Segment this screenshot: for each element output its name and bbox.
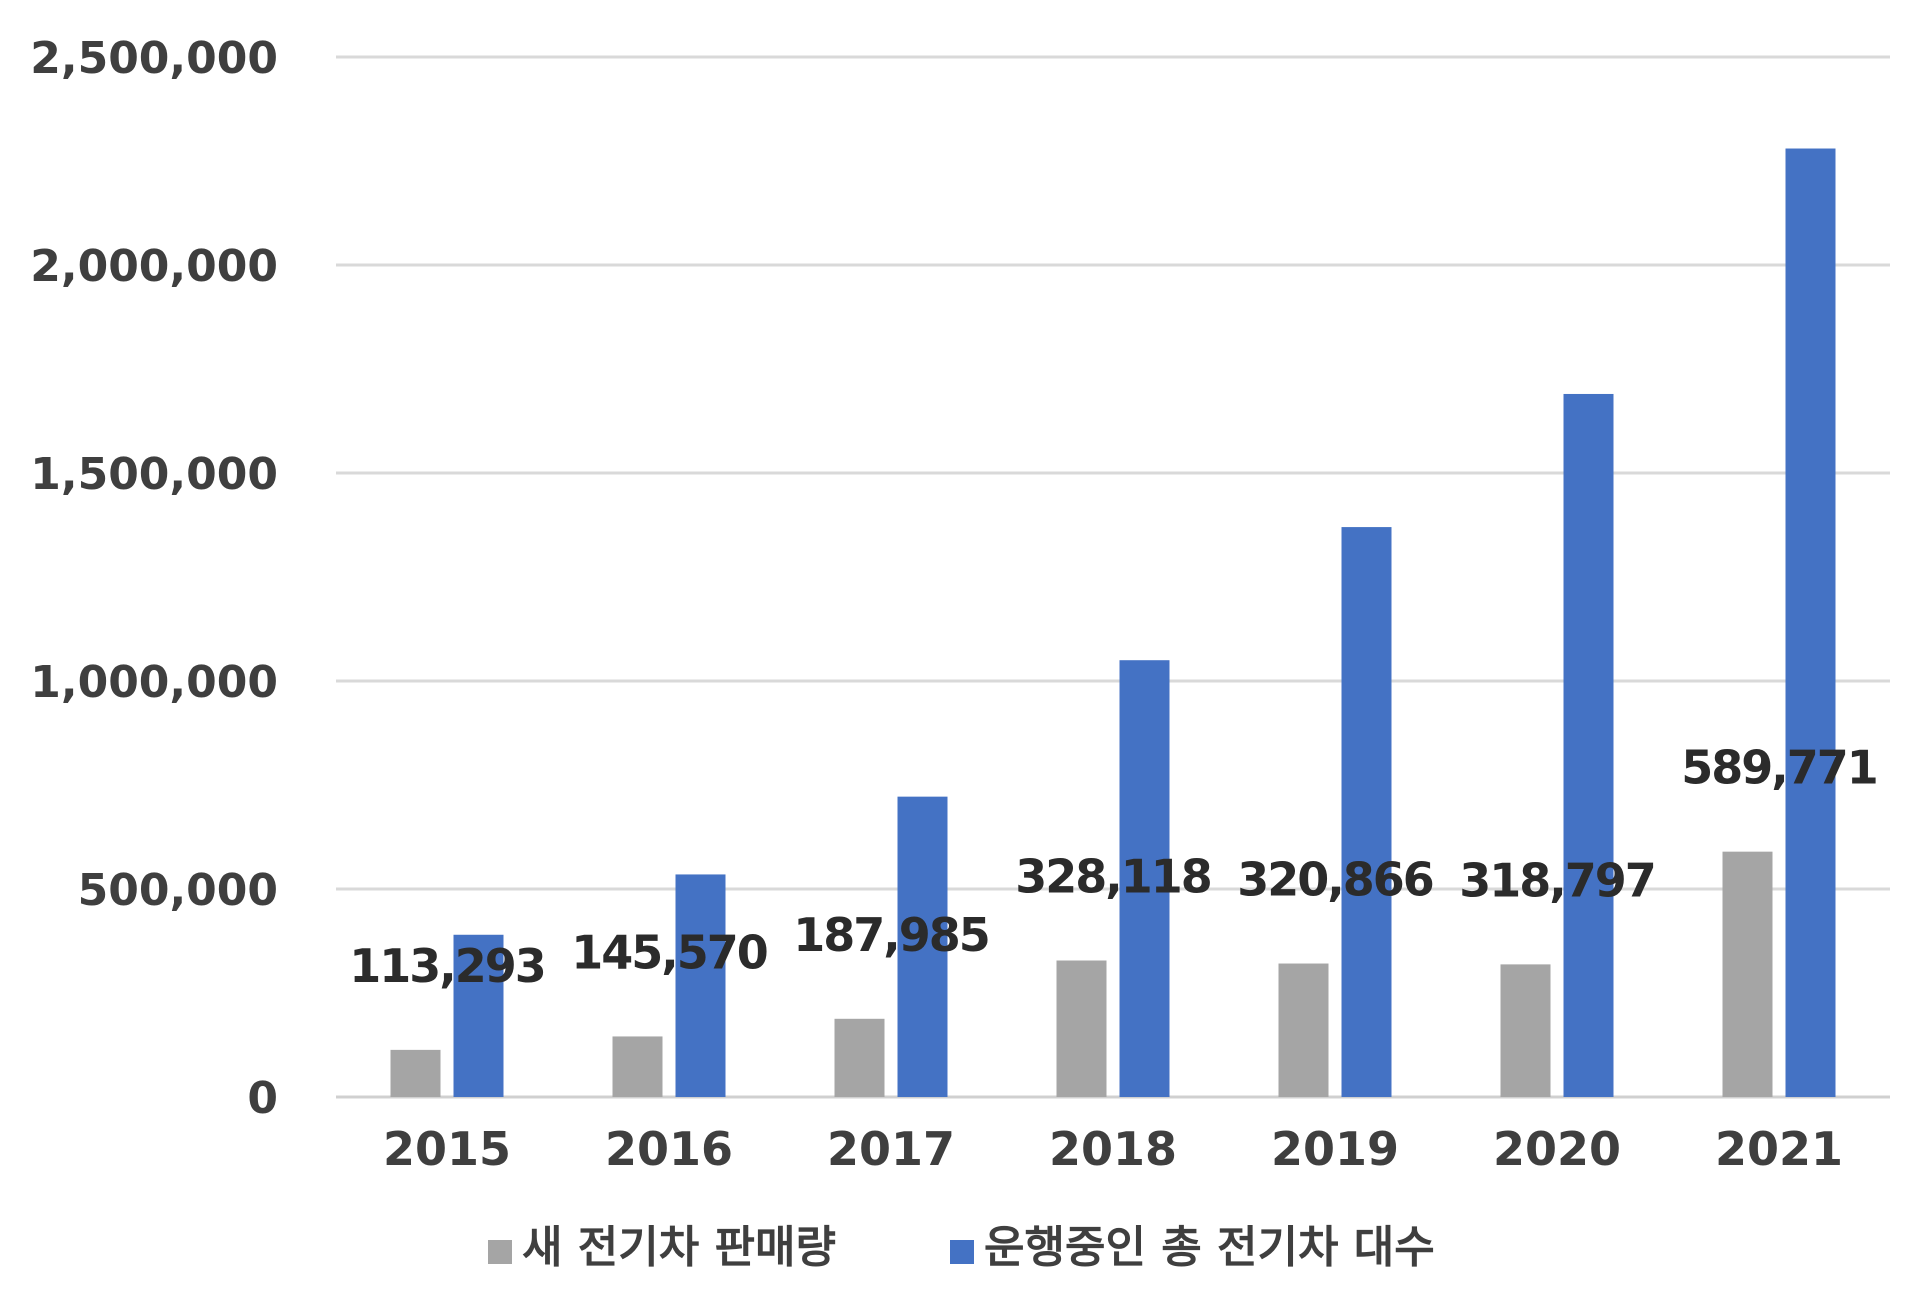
bar-new-sales-2018 xyxy=(1056,960,1107,1097)
bar-new-sales-2016 xyxy=(612,1036,663,1097)
x-tick-label: 2018 xyxy=(1049,1122,1177,1176)
y-tick-label: 500,000 xyxy=(78,865,278,916)
data-label: 328,118 xyxy=(1015,850,1211,904)
legend-label-new-sales: 새 전기차 판매량 xyxy=(522,1222,836,1273)
y-tick-label: 0 xyxy=(247,1073,278,1124)
data-label: 318,797 xyxy=(1459,853,1655,907)
data-label: 145,570 xyxy=(571,925,767,979)
x-tick-label: 2016 xyxy=(605,1122,733,1176)
y-axis-tick-labels: 0 500,000 1,000,000 1,500,000 2,000,000 2,500… xyxy=(30,33,278,1124)
x-tick-label: 2017 xyxy=(827,1122,955,1176)
legend: 새 전기차 판매량 운행중인 총 전기차 대수 xyxy=(488,1222,1435,1273)
bar-total-stock-2016 xyxy=(675,874,726,1097)
y-tick-label: 2,000,000 xyxy=(30,241,278,292)
data-label: 187,985 xyxy=(793,908,989,962)
x-tick-label: 2020 xyxy=(1493,1122,1621,1176)
bar-total-stock-2019 xyxy=(1341,527,1392,1097)
x-tick-label: 2019 xyxy=(1271,1122,1399,1176)
legend-swatch-new-sales xyxy=(488,1240,512,1264)
y-tick-label: 2,500,000 xyxy=(30,33,278,84)
bar-total-stock-2018 xyxy=(1119,660,1170,1097)
gridlines xyxy=(336,55,1890,1099)
legend-label-total-stock: 운행중인 총 전기차 대수 xyxy=(984,1222,1435,1273)
data-labels: 113,293 145,570 187,985 328,118 320,866 318,7… xyxy=(349,741,1879,993)
y-tick-label: 1,000,000 xyxy=(30,657,278,708)
bar-total-stock-2015 xyxy=(453,934,504,1097)
bar-total-stock-2021 xyxy=(1785,148,1836,1097)
bar-total-stock-2017 xyxy=(897,796,948,1097)
y-tick-label: 1,500,000 xyxy=(30,449,278,500)
bar-new-sales-2019 xyxy=(1278,963,1329,1097)
data-label: 589,771 xyxy=(1681,741,1877,795)
data-label: 113,293 xyxy=(349,939,545,993)
x-axis-tick-labels: 2015 2016 2017 2018 2019 2020 2021 xyxy=(383,1122,1843,1176)
x-tick-label: 2015 xyxy=(383,1122,511,1176)
bar-new-sales-2021 xyxy=(1722,851,1773,1097)
data-label: 320,866 xyxy=(1237,853,1433,907)
bar-new-sales-2015 xyxy=(390,1049,441,1097)
bars xyxy=(390,148,1836,1098)
bar-new-sales-2017 xyxy=(834,1018,885,1097)
bar-total-stock-2020 xyxy=(1563,393,1614,1098)
bar-new-sales-2020 xyxy=(1500,964,1551,1097)
legend-swatch-total-stock xyxy=(950,1240,974,1264)
x-tick-label: 2021 xyxy=(1715,1122,1843,1176)
